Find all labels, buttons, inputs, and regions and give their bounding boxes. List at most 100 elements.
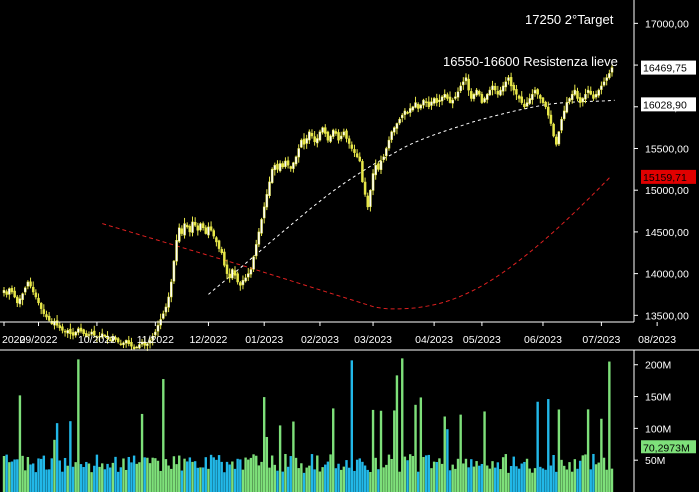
volume-bar	[191, 461, 194, 492]
candle-body	[581, 98, 585, 103]
candle-body	[475, 89, 478, 96]
candle-body	[403, 110, 407, 115]
candle-body	[127, 340, 131, 344]
candle-body	[16, 296, 19, 304]
volume-bar	[533, 468, 537, 492]
volume-bar	[98, 466, 101, 492]
date-tick-label: 07/2023	[582, 334, 620, 346]
volume-bar	[201, 467, 205, 492]
date-tick-label: 03/2023	[354, 334, 392, 346]
candle-body	[560, 119, 563, 131]
price-pane	[2, 65, 615, 351]
volume-bar	[401, 358, 404, 492]
candle-body	[252, 256, 255, 270]
volume-bar	[422, 456, 425, 492]
volume-bar	[531, 472, 534, 492]
volume-bar	[77, 359, 80, 492]
date-tick-label: 08/2023	[638, 334, 676, 346]
date-tick-label: 11/2022	[137, 334, 174, 346]
candle-body	[382, 156, 385, 161]
volume-bar	[326, 461, 330, 492]
volume-bar	[578, 460, 582, 492]
volume-bar	[278, 425, 282, 492]
volume-tag: 70,2973M	[641, 440, 696, 454]
volume-bar	[217, 455, 221, 492]
volume-bar	[329, 454, 332, 492]
candle-body	[170, 281, 173, 298]
candle-body	[374, 164, 377, 176]
volume-bar	[358, 458, 361, 492]
volume-bar	[109, 467, 112, 492]
candle-body	[87, 334, 91, 336]
candle-body	[424, 101, 428, 103]
candle-body	[477, 91, 481, 95]
candle-body	[39, 303, 43, 309]
candle-body	[422, 99, 425, 106]
volume-bar	[446, 429, 449, 492]
volume-bar	[486, 465, 489, 492]
volume-bar	[294, 457, 298, 492]
price-tag-label: 16028,90	[643, 99, 687, 111]
volume-bar	[350, 360, 354, 492]
volume-bar	[74, 462, 77, 492]
candle-body	[483, 98, 486, 103]
candle-body	[549, 114, 553, 124]
volume-bar	[39, 458, 43, 492]
candle-body	[31, 286, 35, 293]
volume-bars	[2, 358, 614, 492]
volume-bar	[71, 466, 75, 492]
candle-body	[355, 153, 359, 158]
candle-body	[331, 129, 335, 137]
volume-bar	[366, 469, 369, 492]
candle-body	[377, 163, 380, 170]
volume-bar	[252, 454, 255, 492]
volume-bar	[29, 464, 32, 492]
volume-bar	[138, 462, 141, 492]
volume-bar	[180, 470, 184, 492]
volume-bar	[236, 458, 239, 492]
candle-body	[63, 330, 67, 333]
volume-bar	[594, 464, 598, 492]
volume-bar	[557, 409, 561, 492]
volume-bar	[387, 454, 391, 492]
candle-body	[82, 329, 85, 334]
candle-body	[451, 99, 454, 104]
candle-body	[29, 281, 32, 287]
candle-body	[515, 89, 518, 95]
candle-body	[284, 160, 287, 168]
short-moving-average-line	[208, 99, 615, 295]
candle-body	[456, 91, 460, 98]
candle-body	[594, 94, 598, 98]
volume-bar	[377, 469, 380, 492]
volume-bar	[164, 459, 168, 492]
candle-body	[387, 139, 391, 149]
candle-body	[228, 273, 231, 279]
date-tick-label: 09/2022	[20, 334, 58, 346]
candle-body	[233, 270, 237, 276]
volume-bar	[416, 471, 420, 492]
volume-bar	[215, 459, 218, 492]
volume-bar	[273, 464, 277, 492]
volume-bar	[345, 460, 348, 492]
candle-body	[347, 138, 351, 144]
candle-body	[180, 228, 184, 234]
volume-bar	[101, 463, 104, 492]
volume-bar	[32, 463, 35, 492]
date-tick-label: 10/2022	[78, 334, 116, 346]
volume-bar	[37, 458, 40, 492]
candle-body	[98, 335, 101, 338]
volume-bar	[93, 465, 96, 492]
candle-body	[464, 77, 468, 82]
volume-bar	[21, 455, 24, 492]
candle-body	[85, 333, 88, 337]
volume-bar	[305, 467, 308, 492]
volume-bar	[172, 456, 176, 492]
volume-bar	[262, 397, 266, 492]
candle-body	[390, 131, 393, 140]
volume-bar	[419, 397, 423, 492]
candle-body	[135, 346, 139, 349]
candle-body	[520, 96, 523, 103]
candle-body	[448, 96, 452, 103]
volume-bar	[148, 463, 152, 492]
